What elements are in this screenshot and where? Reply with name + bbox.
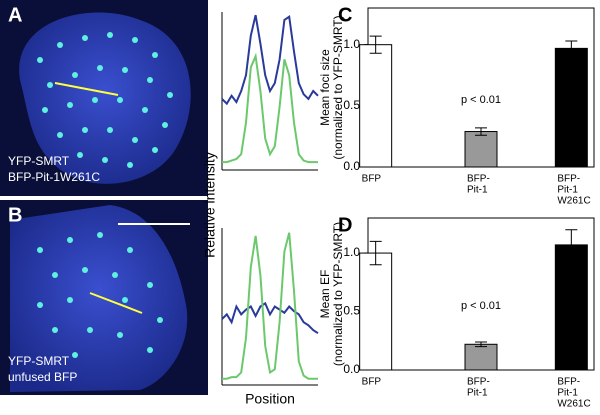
error-bar <box>565 40 578 57</box>
focus <box>122 67 128 73</box>
annotation: p < 0.01 <box>461 94 501 106</box>
focus <box>82 127 88 133</box>
cell <box>10 205 188 392</box>
caption: unfused BFP <box>8 370 77 384</box>
x-tick-label: W261C <box>557 196 590 207</box>
focus <box>82 35 88 41</box>
focus <box>82 267 88 273</box>
focus <box>57 42 63 48</box>
panel-label: D <box>338 214 352 236</box>
x-tick-label: BFP- <box>467 377 490 388</box>
y-axis-label: Mean EF <box>318 270 332 319</box>
focus <box>72 352 78 358</box>
y-tick-label: 0.5 <box>343 304 360 318</box>
focus <box>147 282 153 288</box>
bar <box>464 343 498 371</box>
x-tick-label: BFP <box>362 174 382 185</box>
focus <box>57 132 63 138</box>
focus <box>107 127 113 133</box>
x-tick-label: Pit-1 <box>467 185 488 196</box>
focus <box>97 65 103 71</box>
focus <box>37 302 43 308</box>
focus <box>97 232 103 238</box>
x-tick-label: BFP- <box>557 377 580 388</box>
focus <box>72 72 78 78</box>
focus <box>132 137 138 143</box>
caption: YFP-SMRT <box>8 154 70 168</box>
focus <box>157 317 163 323</box>
y-tick-label: 0.0 <box>343 362 360 376</box>
cell <box>19 12 191 184</box>
x-tick-label: Pit-1 <box>557 388 578 399</box>
focus <box>52 327 58 333</box>
profile-line <box>222 52 318 164</box>
x-tick-label: Pit-1 <box>467 388 488 399</box>
profile-line <box>54 82 119 96</box>
profile-line <box>221 14 319 106</box>
focus <box>117 332 123 338</box>
y-axis-label: (normalized to YFP-SMRT) <box>331 15 345 159</box>
bar <box>464 131 498 168</box>
bar <box>554 47 588 168</box>
annotation: p < 0.01 <box>461 300 501 312</box>
bar <box>359 252 393 371</box>
focus <box>162 122 168 128</box>
focus <box>142 107 148 113</box>
bar <box>554 244 588 371</box>
profile-line <box>221 301 319 335</box>
x-tick-label: W261C <box>557 399 590 410</box>
profile-line <box>222 232 318 380</box>
x-tick-label: BFP- <box>467 174 490 185</box>
focus <box>122 297 128 303</box>
focus <box>77 152 83 158</box>
focus <box>127 162 133 168</box>
focus <box>47 82 53 88</box>
y-tick-label: 1.0 <box>343 37 360 51</box>
caption: BFP-Pit-1W261C <box>8 170 100 184</box>
panel-label: C <box>338 4 352 26</box>
x-axis-label: Position <box>245 391 295 407</box>
error-bar <box>369 240 382 266</box>
focus <box>152 52 158 58</box>
focus <box>87 327 93 333</box>
profile-line <box>89 292 143 314</box>
x-tick-label: BFP <box>362 377 382 388</box>
focus <box>117 97 123 103</box>
focus <box>102 157 108 163</box>
caption: YFP-SMRT <box>8 354 70 368</box>
error-bar <box>565 229 578 261</box>
focus <box>112 272 118 278</box>
y-tick-label: 0.0 <box>343 159 360 173</box>
focus <box>92 97 98 103</box>
y-axis-label: Mean foci size <box>318 49 332 126</box>
focus <box>127 247 133 253</box>
x-tick-label: Pit-1 <box>557 185 578 196</box>
panel-label: A <box>8 4 22 26</box>
focus <box>152 147 158 153</box>
panel-label: B <box>8 204 22 226</box>
y-tick-label: 0.5 <box>343 98 360 112</box>
focus <box>167 92 173 98</box>
focus <box>37 57 43 63</box>
error-bar <box>369 35 382 54</box>
error-bar <box>475 341 487 348</box>
focus <box>67 102 73 108</box>
y-tick-label: 1.0 <box>343 245 360 259</box>
focus <box>147 347 153 353</box>
error-bar <box>475 127 487 136</box>
focus <box>67 237 73 243</box>
focus <box>132 37 138 43</box>
focus <box>42 107 48 113</box>
focus <box>67 297 73 303</box>
focus <box>52 272 58 278</box>
bar <box>359 44 393 168</box>
focus <box>37 247 43 253</box>
x-tick-label: BFP- <box>557 174 580 185</box>
y-axis-label: (normalized to YFP-SMRT) <box>331 222 345 366</box>
focus <box>147 77 153 83</box>
focus <box>107 32 113 38</box>
y-axis-label: Relative intensity <box>202 152 218 258</box>
